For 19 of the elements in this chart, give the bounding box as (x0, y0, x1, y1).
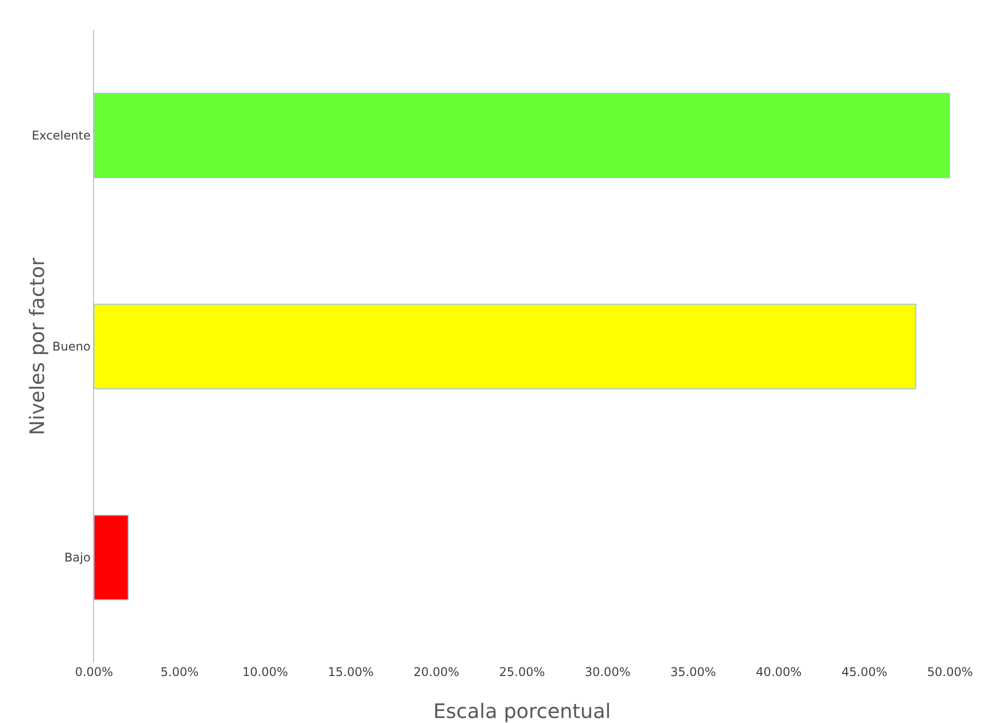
x-tick-label: 20.00% (414, 665, 460, 679)
x-tick-label: 50.00% (927, 665, 973, 679)
x-tick-label: 35.00% (670, 665, 716, 679)
x-tick-label: 25.00% (499, 665, 545, 679)
bar (94, 304, 916, 390)
x-tick-label: 45.00% (842, 665, 888, 679)
y-tick-label: Bueno (52, 340, 91, 354)
y-axis-title: Niveles por factor (25, 257, 49, 436)
y-tick-label: Bajo (64, 550, 91, 565)
x-tick-label: 40.00% (756, 665, 802, 679)
x-tick-label: 0.00% (74, 665, 114, 679)
bar (94, 92, 950, 178)
bar (94, 514, 129, 600)
y-tick-label: Excelente (32, 128, 91, 143)
x-tick-label: 30.00% (584, 665, 630, 679)
x-tick-label: 15.00% (328, 665, 374, 679)
x-axis-title: Escala porcentual (433, 699, 611, 723)
x-tick-label: 10.00% (242, 665, 288, 679)
x-tick-label: 5.00% (160, 665, 199, 679)
